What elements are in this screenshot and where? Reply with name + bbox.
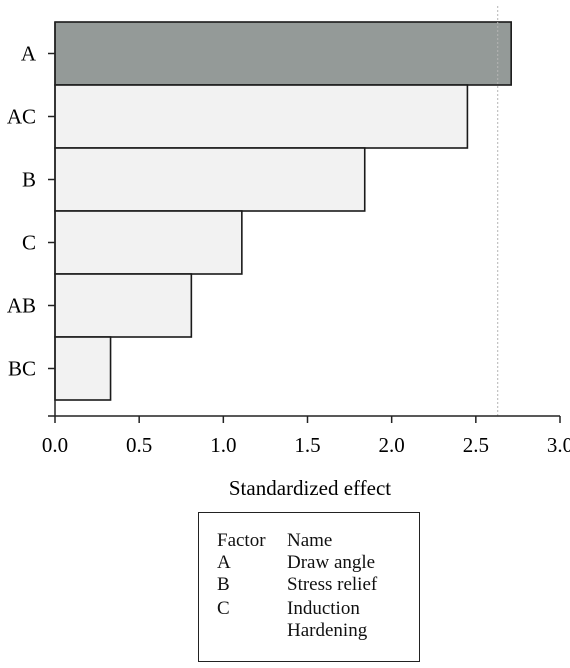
x-axis-label: Standardized effect [229, 476, 391, 500]
x-tick-label: 2.0 [379, 433, 405, 457]
y-tick-label: B [22, 168, 36, 192]
x-tick-label: 1.5 [294, 433, 320, 457]
bar-ac [54, 84, 469, 149]
legend-row-a: A Draw angle [217, 553, 375, 573]
legend-code: B [217, 574, 230, 595]
legend-code: C [217, 598, 230, 619]
legend-header-factor: Factor [217, 530, 266, 551]
y-tick-label: C [22, 231, 36, 255]
x-tick-label: 2.5 [463, 433, 489, 457]
legend-name: Stress relief [287, 574, 378, 595]
y-tick-label: AB [7, 294, 36, 318]
bar-bc [54, 336, 112, 401]
bar-a [54, 21, 512, 86]
x-tick-label: 0.5 [126, 433, 152, 457]
legend-row-b: B Stress relief [217, 575, 377, 595]
y-tick-label: AC [7, 105, 36, 129]
x-tick-label: 1.0 [210, 433, 236, 457]
bars-group [54, 21, 512, 401]
x-tick-label: 0.0 [42, 433, 68, 457]
legend-row-c: C Induction [217, 599, 360, 619]
y-tick-label: A [21, 42, 37, 66]
factor-legend: Factor Name A Draw angle B Stress relief C I… [198, 512, 420, 662]
bar-b [54, 147, 366, 212]
legend-name: Hardening [287, 620, 368, 641]
bar-ab [54, 273, 193, 338]
legend-code: A [217, 552, 231, 573]
legend-name: Induction [287, 598, 360, 619]
y-tick-label: BC [8, 357, 36, 381]
x-tick-label: 3.0 [547, 433, 570, 457]
legend-header-name: Name [287, 530, 333, 551]
bar-c [54, 210, 243, 275]
legend-name: Draw angle [287, 552, 376, 573]
legend-header: Factor Name [217, 531, 332, 551]
legend-row-c-continued: Hardening [217, 621, 367, 641]
x-tick-group: 0.0 0.5 1.0 1.5 2.0 2.5 3.0 [42, 416, 570, 457]
